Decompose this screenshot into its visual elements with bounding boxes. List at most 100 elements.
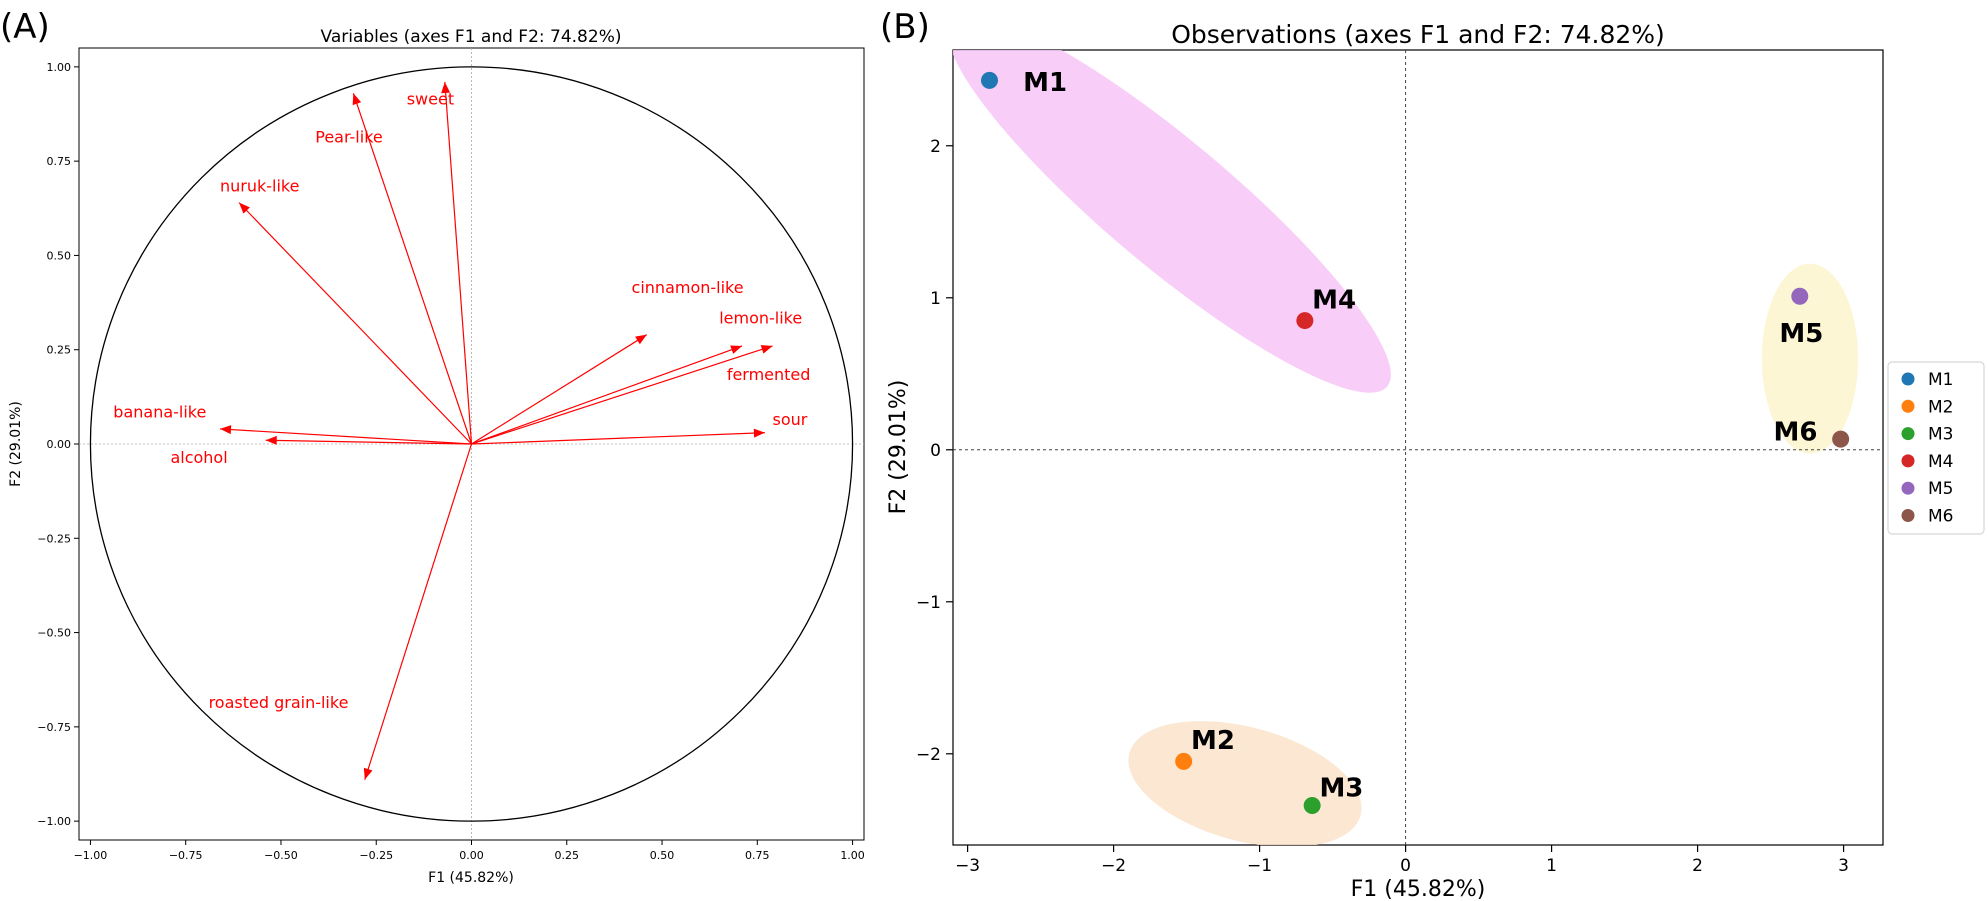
point-label-m1: M1: [1023, 68, 1067, 98]
chart-b-ytick-label: 0: [930, 441, 941, 461]
cluster-m1-m4: [953, 50, 1391, 393]
point-label-m6: M6: [1774, 418, 1818, 448]
chart-b-ytick-label: −1: [916, 593, 941, 613]
arrow-lemon-like: [471, 345, 743, 445]
chart-a-xtick-label: 0.00: [459, 849, 484, 862]
legend-label-m5: M5: [1928, 479, 1953, 499]
chart-a-ytick-label: −1.00: [37, 815, 71, 828]
legend: M1 M2 M3 M4 M5 M6: [1887, 361, 1985, 535]
chart-a-xtick-label: −1.00: [74, 849, 108, 862]
chart-b-xtick-label: 3: [1838, 856, 1849, 876]
chart-b-ticks: −3 −2 −1 0 1 2 3 −2 −1 0 1 2: [916, 137, 1849, 876]
variable-label: fermented: [727, 365, 811, 384]
point-label-m3: M3: [1319, 773, 1363, 803]
arrowhead-sour: [753, 428, 765, 438]
chart-b-ytick-label: −2: [916, 745, 941, 765]
chart-a-title: Variables (axes F1 and F2: 74.82%): [321, 27, 622, 47]
chart-a-ytick-label: 0.25: [47, 344, 72, 357]
chart-a-xtick-label: −0.25: [359, 849, 393, 862]
chart-a-ytick-label: 0.00: [47, 438, 72, 451]
chart-b-xtick-label: 0: [1400, 856, 1411, 876]
panel-b-label: (B): [880, 7, 930, 47]
arrow-Pear-like: [352, 93, 473, 445]
variable-label: alcohol: [170, 448, 227, 467]
observations-chart: Observations (axes F1 and F2: 74.82%) F1…: [886, 20, 1884, 901]
legend-marker-m5: [1901, 481, 1915, 495]
arrowhead-nuruk-like: [239, 202, 250, 214]
chart-a-xtick-label: 0.50: [650, 849, 675, 862]
chart-b-title: Observations (axes F1 and F2: 74.82%): [1171, 20, 1665, 49]
point-m2: [1175, 752, 1193, 770]
legend-marker-m3: [1901, 427, 1915, 441]
variable-label: sour: [773, 410, 808, 429]
arrow-alcohol: [265, 439, 472, 445]
legend-label-m6: M6: [1928, 507, 1953, 527]
chart-a-ytick-label: −0.50: [37, 627, 71, 640]
cluster-m2-m3: [1128, 721, 1362, 845]
arrowhead-roasted grain-like: [363, 767, 373, 780]
legend-label-m1: M1: [1928, 370, 1953, 390]
arrow-banana-like: [219, 428, 472, 445]
point-m4: [1296, 312, 1314, 330]
chart-b-xtick-label: 2: [1692, 856, 1703, 876]
legend-marker-m4: [1901, 454, 1915, 468]
arrowhead-fermented: [760, 345, 773, 354]
point-m3: [1303, 796, 1321, 814]
legend-marker-m2: [1901, 399, 1915, 413]
arrow-cinnamon-like: [471, 334, 648, 445]
chart-b-points: M1 M2 M3 M4 M5 M6: [980, 68, 1850, 814]
chart-b-xtick-label: −3: [955, 856, 980, 876]
chart-b-ytick-label: 2: [930, 137, 941, 157]
chart-a-ytick-label: 0.50: [47, 249, 72, 262]
legend-label-m2: M2: [1928, 397, 1953, 417]
chart-a-xtick-label: 1.00: [840, 849, 865, 862]
variable-label: roasted grain-like: [209, 693, 349, 712]
point-label-m4: M4: [1312, 285, 1356, 315]
correlation-circle: [89, 66, 854, 822]
point-m5: [1791, 287, 1809, 305]
variables-chart: Variables (axes F1 and F2: 74.82%) F1 (4…: [8, 27, 865, 886]
legend-label-m3: M3: [1928, 425, 1953, 445]
arrowhead-lemon-like: [730, 345, 743, 354]
arrowhead-banana-like: [219, 425, 232, 435]
variable-label: Pear-like: [315, 127, 382, 146]
chart-a-xtick-label: 0.75: [745, 849, 770, 862]
chart-a-ytick-label: −0.25: [37, 532, 71, 545]
variable-label: cinnamon-like: [632, 278, 744, 297]
arrow-fermented: [471, 345, 773, 445]
variable-label: lemon-like: [719, 308, 802, 327]
chart-a-xtick-label: 0.25: [555, 849, 580, 862]
cluster-m5-m6: [1761, 263, 1859, 454]
arrowhead-Pear-like: [352, 93, 362, 106]
chart-a-ticks: −1.00 −0.75 −0.50 −0.25 0.00 0.25 0.50 0.75 1.00…: [37, 61, 865, 862]
arrowhead-cinnamon-like: [635, 334, 647, 345]
variable-label: banana-like: [113, 403, 206, 422]
arrowhead-sweet: [441, 81, 451, 94]
chart-b-xtick-label: −1: [1247, 856, 1272, 876]
chart-b-clusters: [953, 50, 1859, 845]
point-label-m5: M5: [1779, 319, 1823, 349]
panel-a-label: (A): [0, 7, 50, 47]
chart-a-xtick-label: −0.75: [169, 849, 203, 862]
point-m6: [1832, 430, 1850, 448]
chart-a-ytick-label: 0.75: [47, 155, 72, 168]
chart-a-xtick-label: −0.50: [264, 849, 298, 862]
chart-a-xlabel: F1 (45.82%): [428, 870, 514, 886]
chart-b-guides: [953, 50, 1883, 845]
legend-marker-m6: [1901, 509, 1915, 522]
chart-b-xlabel: F1 (45.82%): [1351, 877, 1486, 901]
arrowhead-alcohol: [265, 435, 277, 445]
chart-a-ylabel: F2 (29.01%): [8, 401, 24, 487]
legend-marker-m1: [1901, 372, 1915, 386]
variable-label: sweet: [407, 90, 454, 109]
arrow-sour: [471, 432, 765, 445]
chart-b-xtick-label: −2: [1101, 856, 1126, 876]
chart-a-arrows: sweet Pear-like nuruk-like cinnamon-like lem…: [113, 81, 811, 780]
chart-a-ytick-label: −0.75: [37, 721, 71, 734]
arrow-sweet: [444, 81, 473, 445]
variable-label: nuruk-like: [220, 176, 299, 195]
chart-b-ytick-label: 1: [930, 289, 941, 309]
arrow-nuruk-like: [238, 202, 472, 445]
arrow-roasted grain-like: [364, 443, 473, 780]
